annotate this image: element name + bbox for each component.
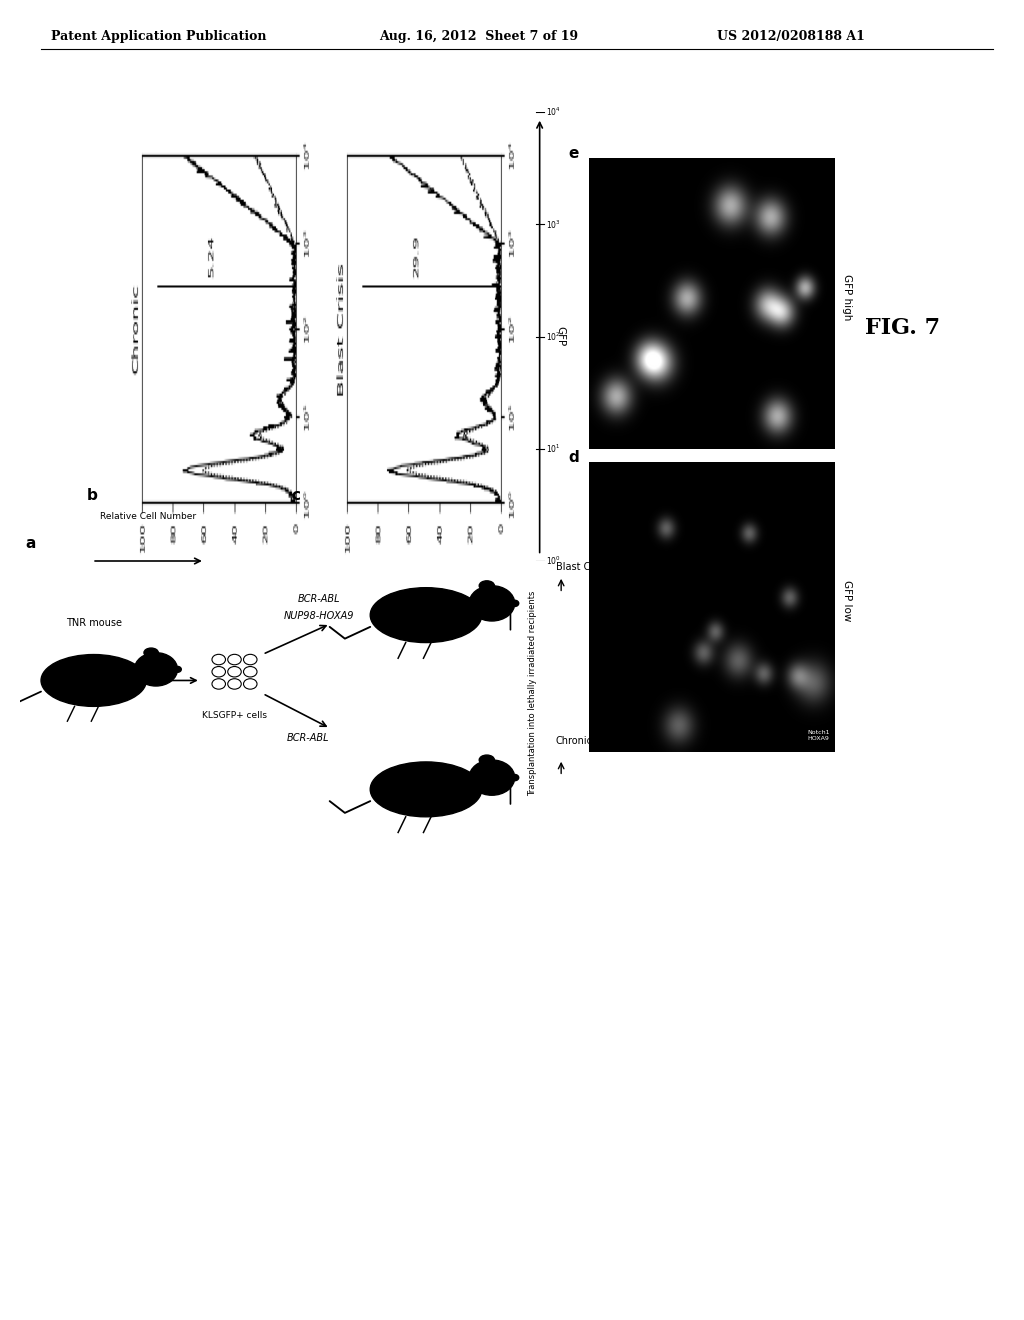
- Circle shape: [227, 667, 242, 677]
- Text: KLSGFP+ cells: KLSGFP+ cells: [202, 711, 267, 719]
- Text: c: c: [292, 487, 301, 503]
- Ellipse shape: [479, 581, 495, 590]
- Text: Aug. 16, 2012  Sheet 7 of 19: Aug. 16, 2012 Sheet 7 of 19: [379, 30, 578, 44]
- Text: BCR-ABL: BCR-ABL: [298, 594, 340, 605]
- Text: Patent Application Publication: Patent Application Publication: [51, 30, 266, 44]
- Text: $10^1$: $10^1$: [546, 442, 560, 455]
- Text: e: e: [568, 147, 579, 161]
- Text: $10^3$: $10^3$: [546, 218, 560, 231]
- Text: FIG. 7: FIG. 7: [865, 317, 940, 339]
- Text: Transplantation into lethally irradiated recipients: Transplantation into lethally irradiated…: [528, 591, 538, 796]
- Text: $10^4$: $10^4$: [546, 106, 561, 119]
- Circle shape: [212, 667, 225, 677]
- Text: Chronic: Chronic: [556, 737, 593, 746]
- Text: Relative Cell Number: Relative Cell Number: [100, 512, 197, 521]
- Circle shape: [511, 601, 519, 606]
- Ellipse shape: [469, 760, 515, 795]
- Text: GFP: GFP: [555, 326, 565, 347]
- Text: TNR mouse: TNR mouse: [66, 618, 122, 628]
- Ellipse shape: [371, 587, 481, 643]
- Text: Notch1
HOXA9: Notch1 HOXA9: [807, 730, 829, 741]
- Text: GFP high: GFP high: [842, 273, 852, 321]
- Text: d: d: [568, 450, 579, 465]
- Circle shape: [212, 655, 225, 665]
- Ellipse shape: [479, 755, 495, 764]
- Ellipse shape: [144, 648, 159, 657]
- Ellipse shape: [41, 655, 146, 706]
- Text: $10^2$: $10^2$: [546, 330, 560, 343]
- Text: b: b: [87, 487, 98, 503]
- Circle shape: [212, 678, 225, 689]
- Circle shape: [511, 775, 519, 780]
- Text: US 2012/0208188 A1: US 2012/0208188 A1: [717, 30, 864, 44]
- Text: BCR-ABL: BCR-ABL: [287, 734, 329, 743]
- Ellipse shape: [371, 762, 481, 817]
- Circle shape: [227, 678, 242, 689]
- Text: Blast Crisis: Blast Crisis: [556, 562, 609, 572]
- Text: GFP low: GFP low: [842, 579, 852, 622]
- Ellipse shape: [134, 652, 177, 686]
- Circle shape: [244, 678, 257, 689]
- Circle shape: [244, 667, 257, 677]
- Text: NUP98-HOXA9: NUP98-HOXA9: [284, 611, 354, 622]
- Circle shape: [244, 655, 257, 665]
- Circle shape: [174, 667, 181, 672]
- Text: a: a: [26, 536, 36, 550]
- Circle shape: [227, 655, 242, 665]
- Text: $10^0$: $10^0$: [546, 554, 561, 568]
- Ellipse shape: [469, 586, 515, 620]
